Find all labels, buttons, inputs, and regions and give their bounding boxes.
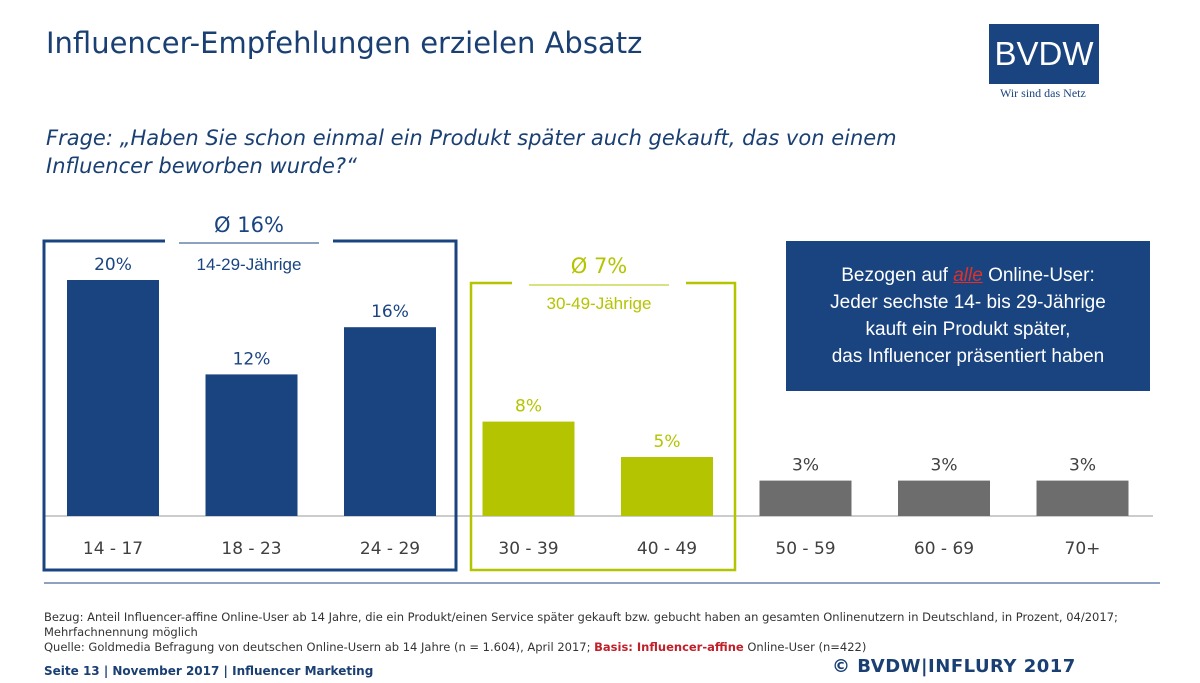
x-tick-label-7: 70+ xyxy=(1065,539,1101,559)
bar-value-label-1: 12% xyxy=(233,349,271,369)
group-average-1: Ø 7% xyxy=(571,254,628,278)
survey-question: Frage: „Haben Sie schon einmal ein Produ… xyxy=(46,124,1006,180)
footer-quelle: Quelle: Goldmedia Befragung von deutsche… xyxy=(44,640,1154,655)
bar-chart: 20% 14 - 17 12% 18 - 23 16% 24 - 29 8% 30 - 39 5… xyxy=(42,213,1160,584)
info-line-1-pre: Bezogen auf xyxy=(841,265,954,286)
bar-4 xyxy=(621,457,713,516)
bar-value-label-4: 5% xyxy=(654,432,681,452)
page-title: Influencer-Empfehlungen erzielen Absatz xyxy=(46,26,643,60)
bar-5 xyxy=(759,480,852,516)
group-frame-1 xyxy=(469,281,737,572)
bar-value-label-2: 16% xyxy=(371,302,409,322)
info-line-1: Bezogen auf alle Online-User: xyxy=(841,262,1094,289)
bar-6 xyxy=(898,480,990,516)
info-line-4: das Influencer präsentiert haben xyxy=(831,346,1105,367)
question-line-1: Frage: „Haben Sie schon einmal ein Produ… xyxy=(46,126,897,150)
group-frame-0 xyxy=(42,239,458,572)
x-tick-label-0: 14 - 17 xyxy=(83,539,143,559)
bvdw-logo: BVDW xyxy=(989,24,1099,84)
x-tick-label-1: 18 - 23 xyxy=(221,539,281,559)
question-line-2: Influencer beworben wurde?“ xyxy=(46,154,357,178)
x-tick-label-3: 30 - 39 xyxy=(498,539,558,559)
info-highlight: alle xyxy=(953,265,983,286)
bar-value-label-6: 3% xyxy=(931,456,958,476)
group-average-0: Ø 16% xyxy=(214,213,284,237)
info-line-1-post: Online-User: xyxy=(982,265,1095,286)
x-tick-label-6: 60 - 69 xyxy=(914,539,974,559)
bar-value-label-0: 20% xyxy=(94,255,132,275)
bar-value-label-7: 3% xyxy=(1069,456,1096,476)
footer-basis-rest: Online-User (n=422) xyxy=(743,640,867,654)
x-tick-label-5: 50 - 59 xyxy=(775,539,835,559)
bar-0 xyxy=(67,280,159,516)
footer-notes: Bezug: Anteil Influencer-affine Online-U… xyxy=(44,610,1154,655)
footer-quelle-text: Quelle: Goldmedia Befragung von deutsche… xyxy=(44,640,595,654)
logo-tagline: Wir sind das Netz xyxy=(1000,86,1086,100)
bar-value-label-5: 3% xyxy=(792,456,819,476)
group-label-0: 14-29-Jährige xyxy=(197,255,302,274)
page-info: Seite 13 | November 2017 | Influencer Ma… xyxy=(44,664,374,678)
group-label-1: 30-49-Jährige xyxy=(547,294,652,313)
bar-1 xyxy=(205,374,298,516)
footer-basis-label: Basis: Influencer-affine xyxy=(594,640,744,654)
bar-7 xyxy=(1036,480,1129,516)
x-tick-label-2: 24 - 29 xyxy=(360,539,420,559)
x-tick-label-4: 40 - 49 xyxy=(637,539,697,559)
copyright: © BVDW|INFLURY 2017 xyxy=(832,656,1076,677)
info-line-2: Jeder sechste 14- bis 29-Jährige xyxy=(830,292,1106,313)
footer-bezug: Bezug: Anteil Influencer-affine Online-U… xyxy=(44,610,1118,639)
bar-value-label-3: 8% xyxy=(515,397,542,417)
bar-3 xyxy=(482,421,575,516)
info-box: Bezogen auf alle Online-User: Jeder sech… xyxy=(786,241,1150,391)
info-line-3: kauft ein Produkt später, xyxy=(865,319,1071,340)
bar-2 xyxy=(344,327,436,516)
